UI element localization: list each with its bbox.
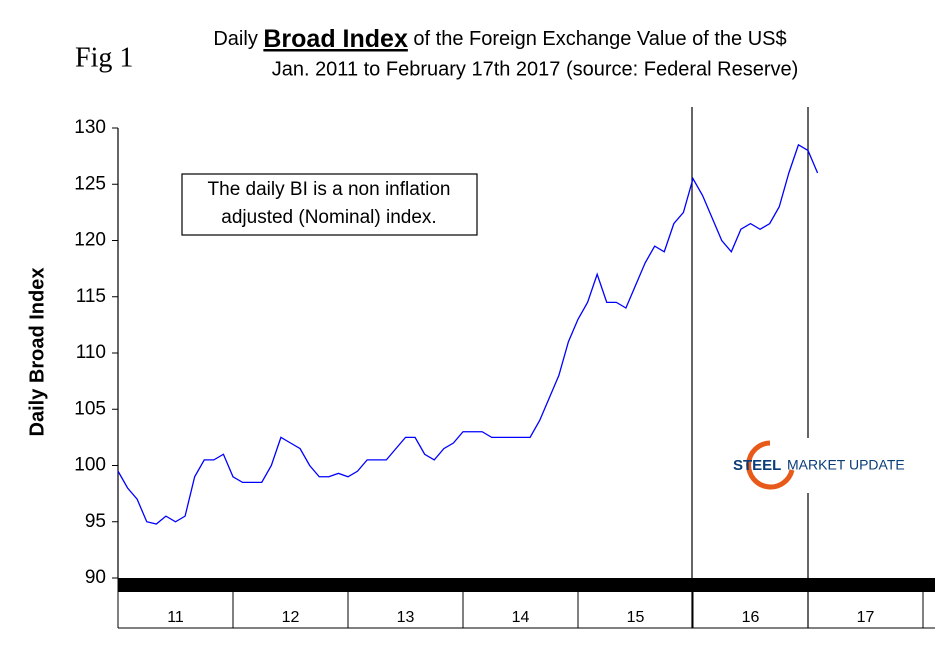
x-tick-label: 15 [627, 609, 645, 626]
y-tick-label: 105 [74, 398, 106, 419]
chart-title: Daily Broad Index of the Foreign Exchang… [213, 25, 786, 53]
y-tick-label: 130 [74, 117, 106, 138]
fig-label: Fig 1 [75, 42, 133, 73]
y-tick-label: 95 [85, 511, 106, 532]
y-tick-label: 125 [74, 173, 106, 194]
y-tick-label: 115 [76, 286, 106, 307]
y-tick-label: 110 [76, 342, 106, 363]
y-tick-label: 90 [85, 567, 106, 588]
title-prefix: Daily [213, 28, 257, 50]
logo: STEEL MARKET UPDATE [728, 438, 905, 493]
logo-swoosh [746, 440, 795, 490]
x-tick-label: 17 [857, 609, 875, 626]
annotation-box [181, 173, 478, 236]
x-axis-bar [118, 578, 935, 592]
annotation: The daily BI is a non inflation [208, 179, 451, 200]
x-tick-label: 14 [512, 609, 530, 626]
y-tick-label: 100 [74, 455, 106, 476]
x-tick-label: 13 [397, 609, 415, 626]
title-suffix: of the Foreign Exchange Value of the US$ [413, 28, 786, 50]
data-line [117, 143, 819, 525]
y-axis-label: Daily Broad Index [26, 268, 48, 437]
x-tick-label: 12 [282, 609, 300, 626]
logo-text: STEEL [733, 457, 781, 474]
title-emphasis: Broad Index [263, 25, 408, 53]
x-tick-label: 11 [167, 609, 184, 626]
y-tick-label: 120 [74, 230, 106, 251]
logo-text: MARKET UPDATE [787, 457, 905, 473]
annotation: adjusted (Nominal) index. [221, 207, 436, 228]
x-tick-label: 16 [742, 609, 760, 626]
chart-subtitle: Jan. 2011 to February 17th 2017 (source:… [272, 58, 799, 80]
